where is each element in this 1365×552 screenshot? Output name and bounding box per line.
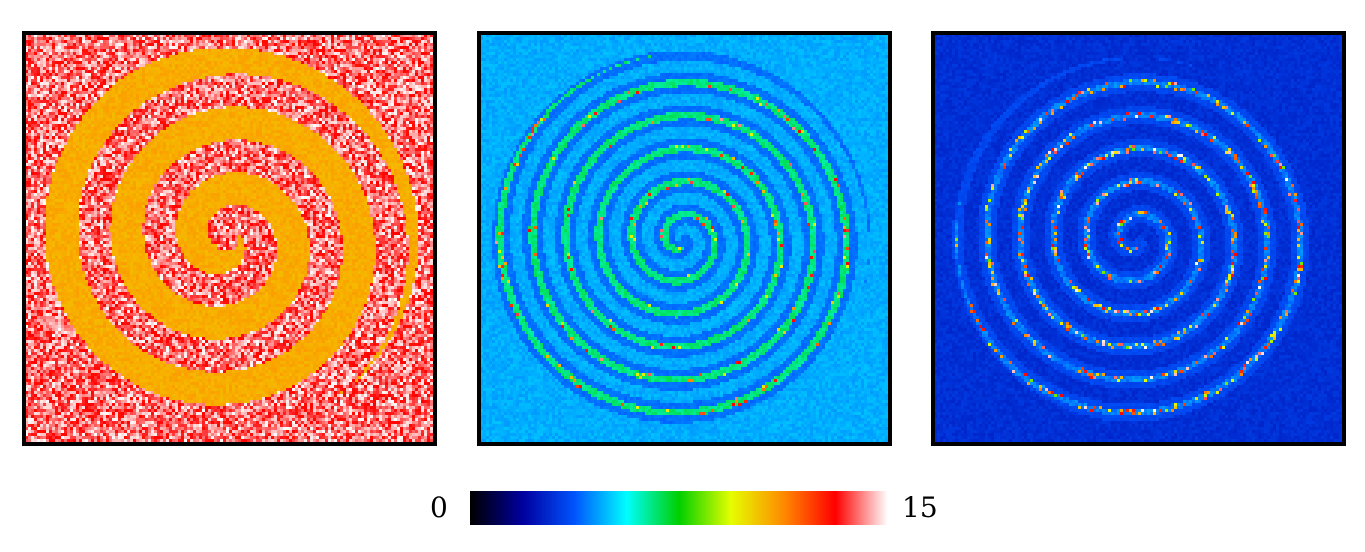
spiral-heatmap-canvas-1: [26, 35, 433, 442]
colorbar-max-label: 15: [902, 491, 938, 524]
spiral-heatmap-panel-3: [931, 31, 1346, 446]
spiral-heatmap-panel-2: [477, 31, 892, 446]
spiral-heatmap-canvas-3: [935, 35, 1342, 442]
spiral-heatmap-canvas-2: [481, 35, 888, 442]
spiral-heatmap-panel-1: [22, 31, 437, 446]
colorbar-min-label: 0: [430, 491, 448, 524]
colorbar: [470, 491, 888, 525]
